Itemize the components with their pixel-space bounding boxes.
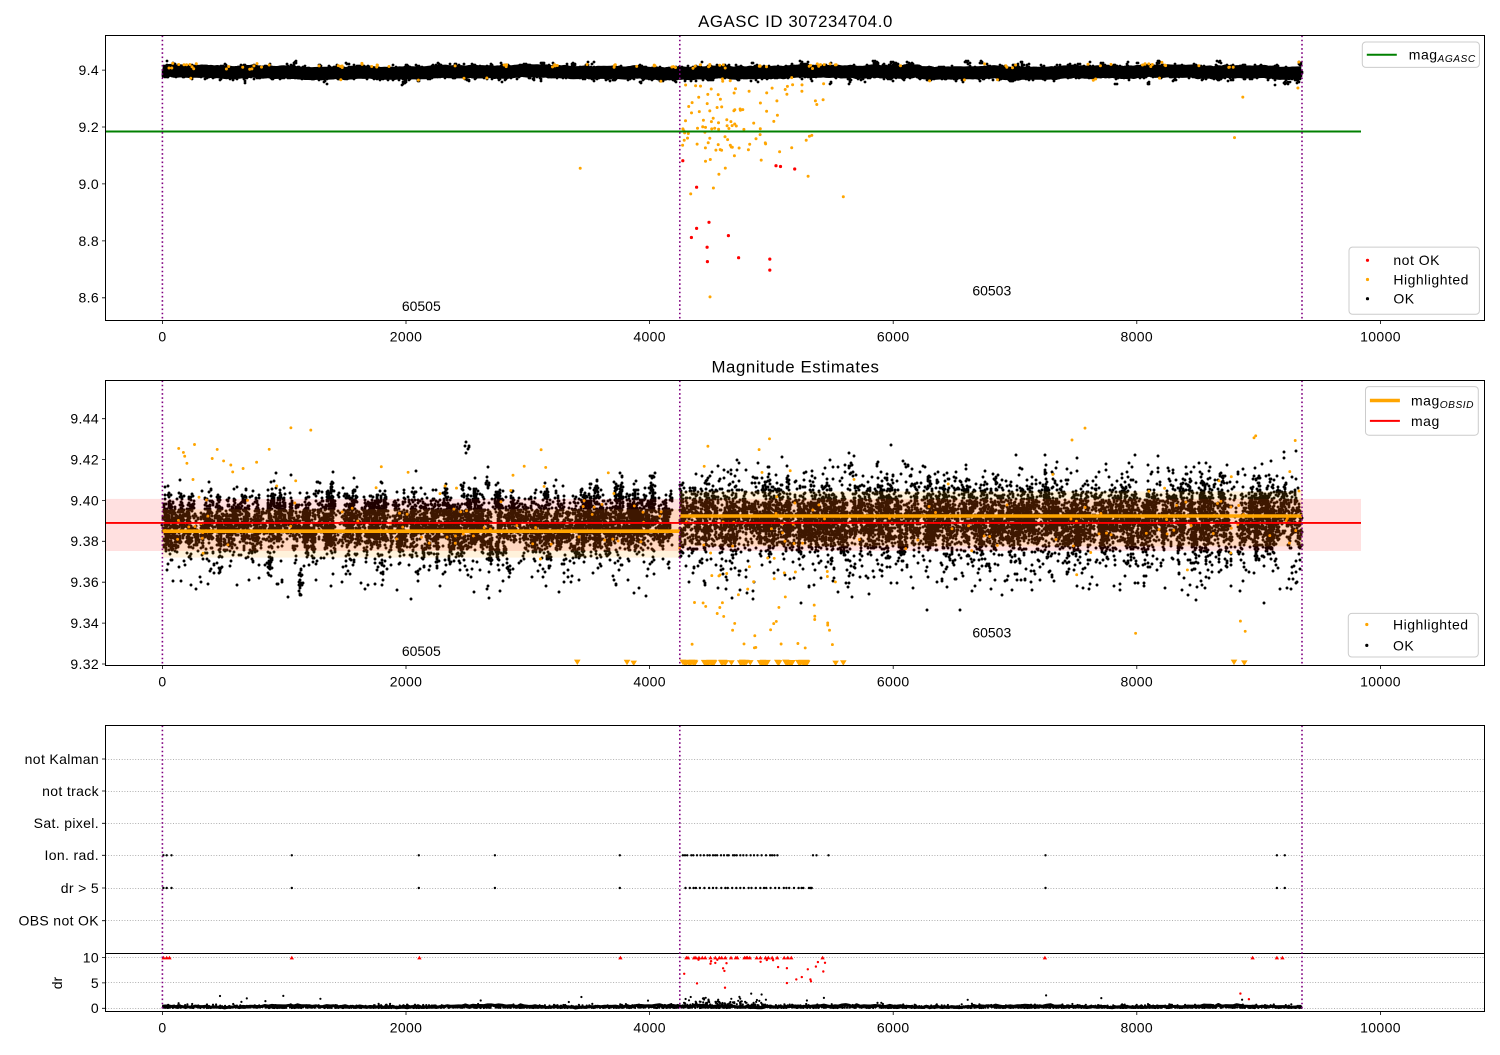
svg-text:6000: 6000 bbox=[877, 1020, 910, 1036]
svg-text:2000: 2000 bbox=[390, 329, 423, 345]
svg-text:9.32: 9.32 bbox=[70, 656, 99, 672]
svg-text:0: 0 bbox=[91, 1000, 99, 1016]
svg-text:0: 0 bbox=[158, 1020, 166, 1036]
svg-text:0: 0 bbox=[158, 329, 166, 345]
svg-text:9.42: 9.42 bbox=[70, 452, 99, 468]
svg-text:60505: 60505 bbox=[402, 643, 441, 659]
svg-text:8.6: 8.6 bbox=[78, 290, 99, 306]
svg-text:60503: 60503 bbox=[972, 625, 1011, 641]
svg-text:OK: OK bbox=[1393, 637, 1414, 653]
svg-text:4000: 4000 bbox=[633, 1020, 666, 1036]
svg-text:8000: 8000 bbox=[1121, 674, 1154, 690]
svg-text:OBS not OK: OBS not OK bbox=[18, 913, 99, 929]
svg-text:Highlighted: Highlighted bbox=[1393, 271, 1469, 287]
svg-text:5: 5 bbox=[91, 975, 99, 991]
svg-text:Sat. pixel.: Sat. pixel. bbox=[34, 815, 99, 831]
svg-text:4000: 4000 bbox=[633, 329, 666, 345]
svg-text:0: 0 bbox=[158, 674, 166, 690]
svg-text:not Kalman: not Kalman bbox=[25, 751, 99, 767]
svg-text:10000: 10000 bbox=[1360, 674, 1401, 690]
svg-text:8000: 8000 bbox=[1121, 1020, 1154, 1036]
svg-text:6000: 6000 bbox=[877, 674, 910, 690]
svg-text:9.44: 9.44 bbox=[70, 411, 99, 427]
svg-text:dr > 5: dr > 5 bbox=[61, 880, 99, 896]
svg-text:OK: OK bbox=[1393, 291, 1414, 307]
svg-text:10000: 10000 bbox=[1360, 1020, 1401, 1036]
svg-text:dr: dr bbox=[49, 976, 65, 989]
svg-text:Highlighted: Highlighted bbox=[1393, 616, 1469, 632]
svg-text:AGASC ID 307234704.0: AGASC ID 307234704.0 bbox=[698, 12, 893, 31]
svg-text:60503: 60503 bbox=[972, 283, 1011, 299]
svg-text:Ion. rad.: Ion. rad. bbox=[44, 847, 99, 863]
svg-text:9.38: 9.38 bbox=[70, 533, 99, 549]
svg-text:2000: 2000 bbox=[390, 1020, 423, 1036]
svg-text:mag: mag bbox=[1411, 413, 1440, 429]
svg-text:8.8: 8.8 bbox=[78, 233, 99, 249]
svg-text:6000: 6000 bbox=[877, 329, 910, 345]
svg-text:10000: 10000 bbox=[1360, 329, 1401, 345]
svg-text:8000: 8000 bbox=[1121, 329, 1154, 345]
svg-text:4000: 4000 bbox=[633, 674, 666, 690]
svg-text:9.0: 9.0 bbox=[78, 176, 99, 192]
svg-text:Magnitude Estimates: Magnitude Estimates bbox=[711, 358, 879, 377]
svg-text:2000: 2000 bbox=[390, 674, 423, 690]
svg-text:not track: not track bbox=[42, 783, 99, 799]
svg-text:60505: 60505 bbox=[402, 298, 441, 314]
svg-text:not OK: not OK bbox=[1393, 252, 1440, 268]
svg-text:9.40: 9.40 bbox=[70, 492, 99, 508]
svg-text:9.2: 9.2 bbox=[78, 119, 99, 135]
svg-text:9.4: 9.4 bbox=[78, 62, 99, 78]
svg-text:9.34: 9.34 bbox=[70, 615, 99, 631]
svg-text:9.36: 9.36 bbox=[70, 574, 99, 590]
svg-text:10: 10 bbox=[83, 950, 99, 966]
